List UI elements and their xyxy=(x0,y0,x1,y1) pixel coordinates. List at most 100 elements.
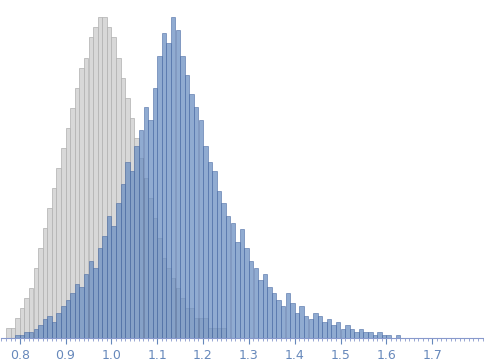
Bar xyxy=(272,293,276,338)
Bar xyxy=(148,198,152,338)
Bar xyxy=(93,28,98,338)
Bar xyxy=(176,30,180,338)
Bar xyxy=(350,329,354,338)
Bar xyxy=(322,322,327,338)
Bar xyxy=(57,313,61,338)
Bar xyxy=(70,293,75,338)
Bar xyxy=(157,238,162,338)
Bar xyxy=(373,335,377,338)
Bar xyxy=(249,261,254,338)
Bar xyxy=(336,322,340,338)
Bar xyxy=(111,226,116,338)
Bar xyxy=(107,28,111,338)
Bar xyxy=(102,236,107,338)
Bar xyxy=(139,158,143,338)
Bar xyxy=(198,120,203,338)
Bar xyxy=(144,178,148,338)
Bar xyxy=(166,268,171,338)
Bar xyxy=(189,94,194,338)
Bar xyxy=(121,184,125,338)
Bar xyxy=(189,308,194,338)
Bar xyxy=(295,313,299,338)
Bar xyxy=(203,318,208,338)
Bar xyxy=(20,308,24,338)
Bar xyxy=(130,118,134,338)
Bar xyxy=(203,146,208,338)
Bar xyxy=(230,223,235,338)
Bar xyxy=(33,329,38,338)
Bar xyxy=(139,130,143,338)
Bar xyxy=(15,335,20,338)
Bar xyxy=(258,281,263,338)
Bar xyxy=(125,98,130,338)
Bar xyxy=(24,332,29,338)
Bar xyxy=(84,57,89,338)
Bar xyxy=(235,242,240,338)
Bar xyxy=(171,278,176,338)
Bar xyxy=(102,17,107,338)
Bar xyxy=(135,146,139,338)
Bar xyxy=(318,316,322,338)
Bar xyxy=(263,274,267,338)
Bar xyxy=(61,148,65,338)
Bar xyxy=(52,188,56,338)
Bar xyxy=(217,191,221,338)
Bar xyxy=(84,274,89,338)
Bar xyxy=(286,293,290,338)
Bar xyxy=(15,318,20,338)
Bar xyxy=(240,229,244,338)
Bar xyxy=(166,43,171,338)
Bar xyxy=(89,37,93,338)
Bar xyxy=(66,128,70,338)
Bar xyxy=(29,288,33,338)
Bar xyxy=(79,287,84,338)
Bar xyxy=(98,248,102,338)
Bar xyxy=(152,218,157,338)
Bar xyxy=(345,325,349,338)
Bar xyxy=(61,306,65,338)
Bar xyxy=(20,335,24,338)
Bar xyxy=(185,308,189,338)
Bar xyxy=(6,328,11,338)
Bar xyxy=(79,68,84,338)
Bar xyxy=(116,57,121,338)
Bar xyxy=(212,328,217,338)
Bar xyxy=(395,335,400,338)
Bar xyxy=(313,313,318,338)
Bar xyxy=(162,33,166,338)
Bar xyxy=(176,288,180,338)
Bar xyxy=(194,107,198,338)
Bar xyxy=(135,138,139,338)
Bar xyxy=(152,88,157,338)
Bar xyxy=(327,319,332,338)
Bar xyxy=(198,318,203,338)
Bar xyxy=(75,87,79,338)
Bar xyxy=(93,268,98,338)
Bar xyxy=(332,325,336,338)
Bar xyxy=(66,300,70,338)
Bar xyxy=(111,37,116,338)
Bar xyxy=(386,335,391,338)
Bar xyxy=(57,168,61,338)
Bar xyxy=(107,216,111,338)
Bar xyxy=(52,322,56,338)
Bar xyxy=(125,162,130,338)
Bar xyxy=(359,329,363,338)
Bar xyxy=(276,300,281,338)
Bar xyxy=(208,162,212,338)
Bar xyxy=(75,284,79,338)
Bar xyxy=(377,332,382,338)
Bar xyxy=(363,332,368,338)
Bar xyxy=(38,325,43,338)
Bar xyxy=(180,56,185,338)
Bar xyxy=(11,328,15,338)
Bar xyxy=(171,17,176,338)
Bar xyxy=(254,268,258,338)
Bar xyxy=(33,268,38,338)
Bar xyxy=(290,303,295,338)
Bar xyxy=(116,204,121,338)
Bar xyxy=(212,171,217,338)
Bar xyxy=(89,261,93,338)
Bar xyxy=(308,319,313,338)
Bar xyxy=(47,316,52,338)
